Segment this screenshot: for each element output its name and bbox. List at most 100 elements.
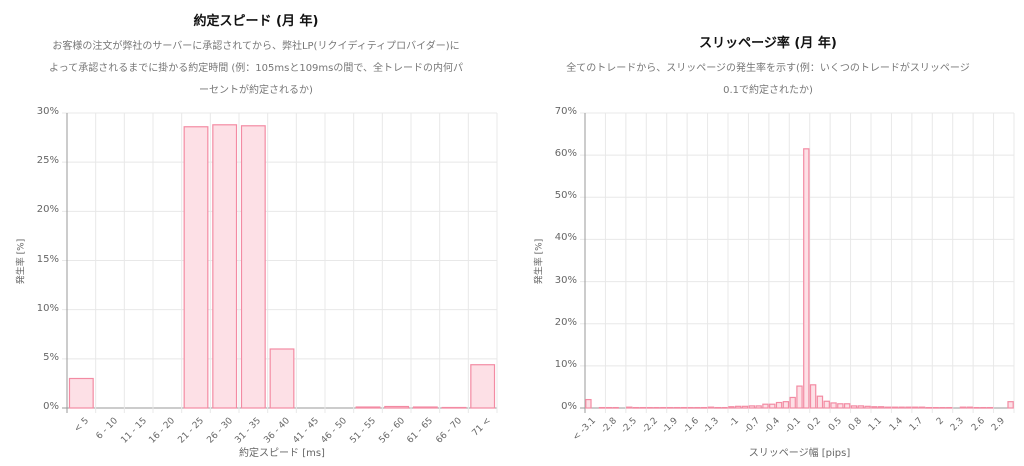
bar[interactable] bbox=[269, 348, 295, 409]
slippage-panel: スリッページ率 (月 年) 全てのトレードから、スリッページの発生率を示す(例：… bbox=[512, 0, 1024, 462]
bar[interactable] bbox=[932, 406, 939, 409]
bar[interactable] bbox=[898, 406, 905, 409]
y-tick-label: 60% bbox=[554, 148, 577, 160]
bar[interactable] bbox=[728, 406, 735, 409]
y-tick-label: 70% bbox=[554, 106, 577, 117]
bar[interactable] bbox=[905, 406, 912, 409]
bar[interactable] bbox=[355, 406, 381, 409]
y-tick-label: 50% bbox=[554, 190, 577, 202]
bar[interactable] bbox=[864, 405, 871, 409]
chart-plot bbox=[580, 112, 1015, 413]
bar[interactable] bbox=[946, 406, 953, 409]
slippage-title: スリッページ率 (月 年) bbox=[699, 36, 837, 51]
bar[interactable] bbox=[666, 406, 674, 409]
y-tick-label: 15% bbox=[36, 253, 59, 265]
execution-speed-title: 約定スピード (月 年) bbox=[193, 14, 319, 29]
bar[interactable] bbox=[653, 406, 660, 409]
bar[interactable] bbox=[741, 405, 749, 409]
bar[interactable] bbox=[796, 385, 803, 409]
bar[interactable] bbox=[694, 406, 701, 409]
bar[interactable] bbox=[700, 406, 708, 409]
bar[interactable] bbox=[721, 406, 728, 409]
bar[interactable] bbox=[707, 406, 715, 409]
bar[interactable] bbox=[183, 126, 209, 409]
bar[interactable] bbox=[687, 406, 694, 409]
bar[interactable] bbox=[240, 125, 266, 409]
execution-speed-panel: 約定スピード (月 年) お客様の注文が弊社のサーバーに承認されてから、弊社LP… bbox=[0, 0, 512, 462]
bar[interactable] bbox=[850, 405, 858, 409]
bar[interactable] bbox=[809, 384, 817, 409]
bar[interactable] bbox=[762, 403, 769, 409]
bar[interactable] bbox=[1007, 401, 1014, 409]
y-tick-label: 30% bbox=[554, 274, 577, 286]
y-tick-label: 0% bbox=[561, 401, 577, 412]
bar[interactable] bbox=[857, 405, 864, 409]
bar[interactable] bbox=[660, 406, 667, 409]
bar[interactable] bbox=[585, 398, 592, 409]
bar[interactable] bbox=[837, 403, 844, 409]
bar[interactable] bbox=[384, 405, 410, 409]
bar[interactable] bbox=[891, 406, 899, 409]
bar[interactable] bbox=[803, 148, 810, 409]
bar[interactable] bbox=[755, 405, 762, 409]
bar[interactable] bbox=[470, 364, 496, 409]
bar[interactable] bbox=[605, 406, 613, 409]
bar[interactable] bbox=[673, 406, 681, 409]
bar[interactable] bbox=[878, 406, 885, 409]
bar[interactable] bbox=[748, 405, 756, 409]
y-tick-label: 20% bbox=[36, 204, 59, 216]
slippage-description: 全てのトレードから、スリッページの発生率を示す(例：いくつのトレードがスリッペー… bbox=[532, 58, 1004, 102]
bar[interactable] bbox=[598, 406, 606, 409]
bar[interactable] bbox=[626, 406, 633, 409]
bar[interactable] bbox=[830, 402, 837, 409]
desc-line: ーセントが約定されるか) bbox=[199, 85, 313, 96]
bar[interactable] bbox=[782, 401, 790, 409]
bar[interactable] bbox=[212, 124, 238, 409]
bar[interactable] bbox=[816, 395, 824, 409]
bar[interactable] bbox=[959, 406, 967, 409]
bar[interactable] bbox=[925, 406, 933, 409]
bar[interactable] bbox=[918, 406, 926, 409]
y-tick-label: 25% bbox=[36, 155, 59, 167]
bar[interactable] bbox=[980, 406, 987, 409]
y-tick-label: 20% bbox=[554, 316, 577, 328]
bar[interactable] bbox=[775, 401, 783, 409]
desc-line: 全てのトレードから、スリッページの発生率を示す(例：いくつのトレードがスリッペー… bbox=[566, 63, 970, 74]
bar[interactable] bbox=[639, 406, 647, 409]
bar[interactable] bbox=[769, 403, 776, 409]
bar[interactable] bbox=[843, 403, 851, 409]
bar[interactable] bbox=[939, 406, 946, 409]
y-axis-title: 発生率 [%] bbox=[16, 238, 27, 284]
y-tick-label: 10% bbox=[554, 358, 577, 370]
bar[interactable] bbox=[973, 406, 980, 409]
y-axis-title: 発生率 [%] bbox=[534, 238, 545, 284]
y-tick-label: 10% bbox=[36, 302, 59, 314]
chart-plot bbox=[62, 112, 498, 413]
desc-line: お客様の注文が弊社のサーバーに承認されてから、弊社LP(リクイディティプロバイダ… bbox=[52, 41, 460, 52]
bar[interactable] bbox=[823, 400, 830, 409]
bar[interactable] bbox=[871, 406, 878, 409]
bar[interactable] bbox=[789, 396, 796, 409]
bar[interactable] bbox=[412, 406, 438, 409]
desc-line: 0.1で約定されたか) bbox=[723, 85, 813, 96]
bar[interactable] bbox=[680, 406, 687, 409]
bar[interactable] bbox=[966, 406, 973, 409]
bar[interactable] bbox=[986, 406, 994, 409]
desc-line: よって承認されるまでに掛かる約定時間 (例：105msと109msの間で、全トレ… bbox=[49, 63, 463, 74]
bar[interactable] bbox=[632, 406, 640, 409]
y-tick-label: 40% bbox=[554, 232, 577, 244]
y-tick-label: 30% bbox=[36, 106, 59, 117]
bar[interactable] bbox=[68, 377, 94, 409]
y-tick-label: 5% bbox=[43, 351, 59, 363]
x-axis-title: 約定スピード [ms] bbox=[239, 448, 325, 459]
bar[interactable] bbox=[646, 406, 653, 409]
bar[interactable] bbox=[612, 406, 619, 409]
bar[interactable] bbox=[884, 406, 892, 409]
bar[interactable] bbox=[735, 405, 742, 409]
bar[interactable] bbox=[912, 406, 919, 409]
y-tick-label: 0% bbox=[43, 401, 59, 412]
bar[interactable] bbox=[441, 406, 467, 409]
execution-speed-description: お客様の注文が弊社のサーバーに承認されてから、弊社LP(リクイディティプロバイダ… bbox=[20, 36, 492, 102]
bar[interactable] bbox=[714, 406, 721, 409]
